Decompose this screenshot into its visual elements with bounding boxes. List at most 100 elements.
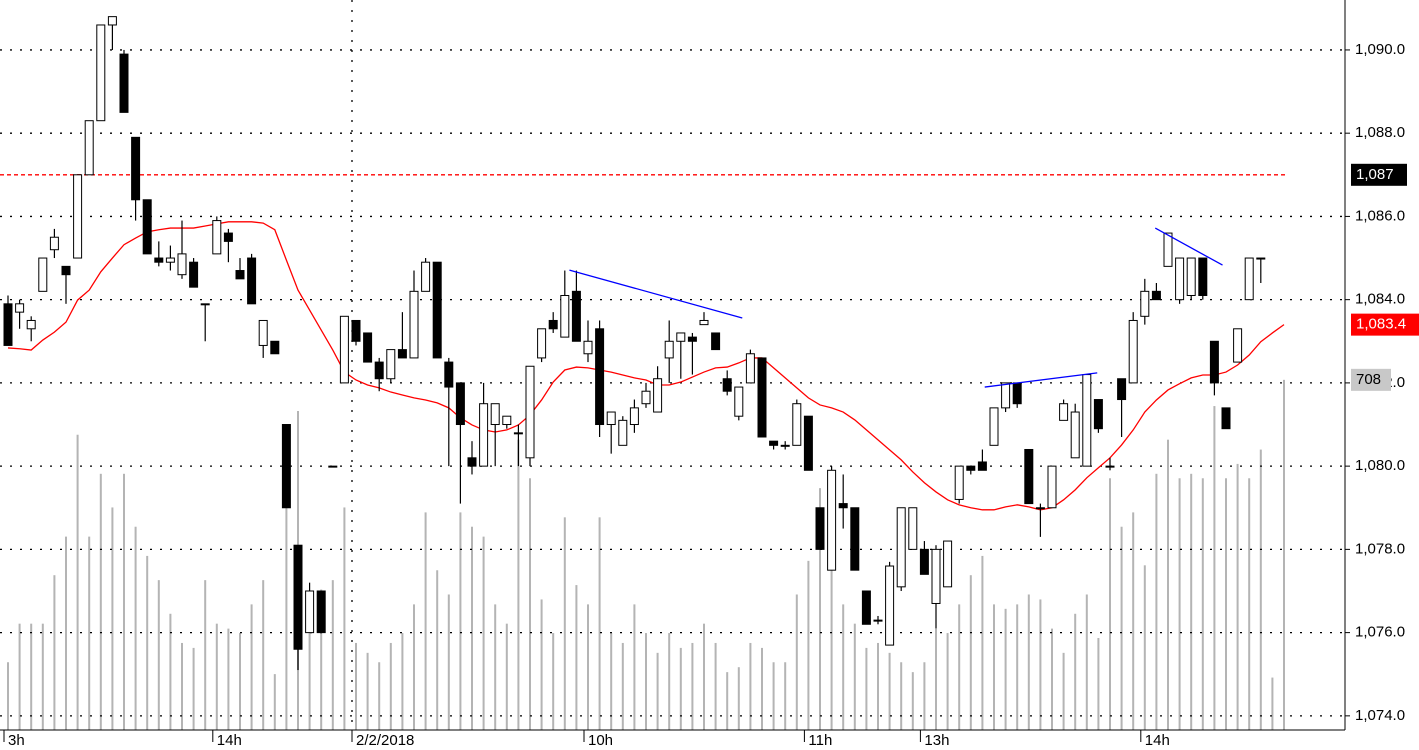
candle-body <box>247 257 257 305</box>
volume-bar <box>204 580 207 730</box>
candle-body <box>374 361 384 380</box>
candle-body <box>1012 382 1022 405</box>
candle-body <box>827 469 837 571</box>
candle-body <box>1082 374 1092 467</box>
volume-bar <box>865 647 868 730</box>
candle-body <box>1093 399 1103 430</box>
volume-bar <box>761 647 763 730</box>
candle-body <box>61 265 71 276</box>
volume-bar <box>830 478 833 730</box>
volume-bar <box>494 604 497 730</box>
volume-bar <box>1155 473 1158 730</box>
volume-bar <box>1027 594 1030 730</box>
volume-bar <box>1039 599 1042 730</box>
x-tick-label: 13h <box>924 732 949 749</box>
volume-bar <box>935 628 937 730</box>
candle-body <box>3 303 13 346</box>
volume-bar <box>192 647 195 730</box>
candle-body <box>305 590 315 634</box>
volume-bar <box>1120 526 1123 730</box>
candle-body <box>1175 257 1185 301</box>
volume-bar <box>969 575 972 730</box>
candle-body <box>386 349 396 380</box>
level-label: 1,087 <box>1356 166 1394 183</box>
candle-body <box>908 507 918 550</box>
candle-body <box>339 315 349 384</box>
candle-body <box>189 261 199 288</box>
volume-bar <box>911 672 914 730</box>
moving-average <box>7 221 1285 511</box>
candle-body <box>1186 257 1196 296</box>
candle-body <box>258 319 268 346</box>
candle-body <box>931 548 941 604</box>
candle-body <box>1128 319 1138 384</box>
candle-body <box>513 432 523 435</box>
volume-bar <box>308 604 311 730</box>
candle-body <box>1209 340 1219 384</box>
y-tick-label: 1,080.0 <box>1355 457 1405 474</box>
volume-bar <box>18 623 21 730</box>
candle-body <box>1001 382 1011 409</box>
candle-body <box>954 465 964 500</box>
volume-bar <box>41 623 44 730</box>
candle-body <box>281 424 291 509</box>
volume-bar <box>749 642 752 730</box>
volume-bar <box>668 633 671 730</box>
candle-body <box>49 236 59 251</box>
volume-bar <box>737 667 740 730</box>
candle-body <box>850 507 860 571</box>
volume-bar <box>714 642 717 730</box>
volume-bar <box>981 555 984 730</box>
candle-body <box>212 220 222 255</box>
volume-bar <box>99 473 102 730</box>
volume-bar <box>424 512 427 730</box>
volume-bar <box>587 604 589 730</box>
candle-body <box>26 319 36 330</box>
y-tick-label: 1,088.0 <box>1355 124 1405 141</box>
candle-body <box>1117 378 1127 401</box>
candle-body <box>1151 290 1161 301</box>
volume-bar <box>215 623 218 730</box>
candle-body <box>618 419 628 446</box>
candle-body <box>154 257 164 263</box>
volume-bar <box>1259 449 1262 730</box>
candle-body <box>1198 257 1208 296</box>
volume-bar <box>505 623 508 730</box>
candle-body <box>1233 328 1243 363</box>
candle-body <box>328 465 338 468</box>
volume-bar <box>459 512 462 730</box>
volume-bar <box>1062 652 1065 730</box>
candle-body <box>1163 232 1173 267</box>
candle-body <box>757 357 767 438</box>
candle-body <box>38 257 48 292</box>
candle-body <box>537 328 547 359</box>
volume-bar <box>842 604 845 730</box>
volume-bar <box>795 594 798 730</box>
volume-bar <box>134 526 137 730</box>
volume-bar <box>563 517 566 730</box>
volume-bar <box>262 580 265 730</box>
candle-body <box>316 590 326 634</box>
candle-body <box>165 257 175 263</box>
candle-body <box>896 507 906 588</box>
x-tick-label: 11h <box>808 732 832 749</box>
candle-body <box>96 24 106 122</box>
candle-body <box>885 565 895 646</box>
volume-bar <box>1236 463 1239 730</box>
candle-body <box>525 365 535 459</box>
ma-box <box>1351 313 1419 336</box>
volume-bar <box>378 662 381 730</box>
candle-body <box>629 407 639 426</box>
volume-bar <box>540 599 543 730</box>
volume-bar <box>123 473 125 730</box>
volume-bar <box>703 623 705 730</box>
candle-body <box>1140 290 1150 317</box>
y-tick-label: 1,074.0 <box>1355 707 1405 724</box>
volume-bar <box>157 580 160 730</box>
candle-body <box>467 457 477 467</box>
volume-bar <box>575 585 578 730</box>
volume-bar <box>1201 478 1204 730</box>
volume-bar <box>1097 638 1100 730</box>
volume-bar <box>273 674 276 730</box>
